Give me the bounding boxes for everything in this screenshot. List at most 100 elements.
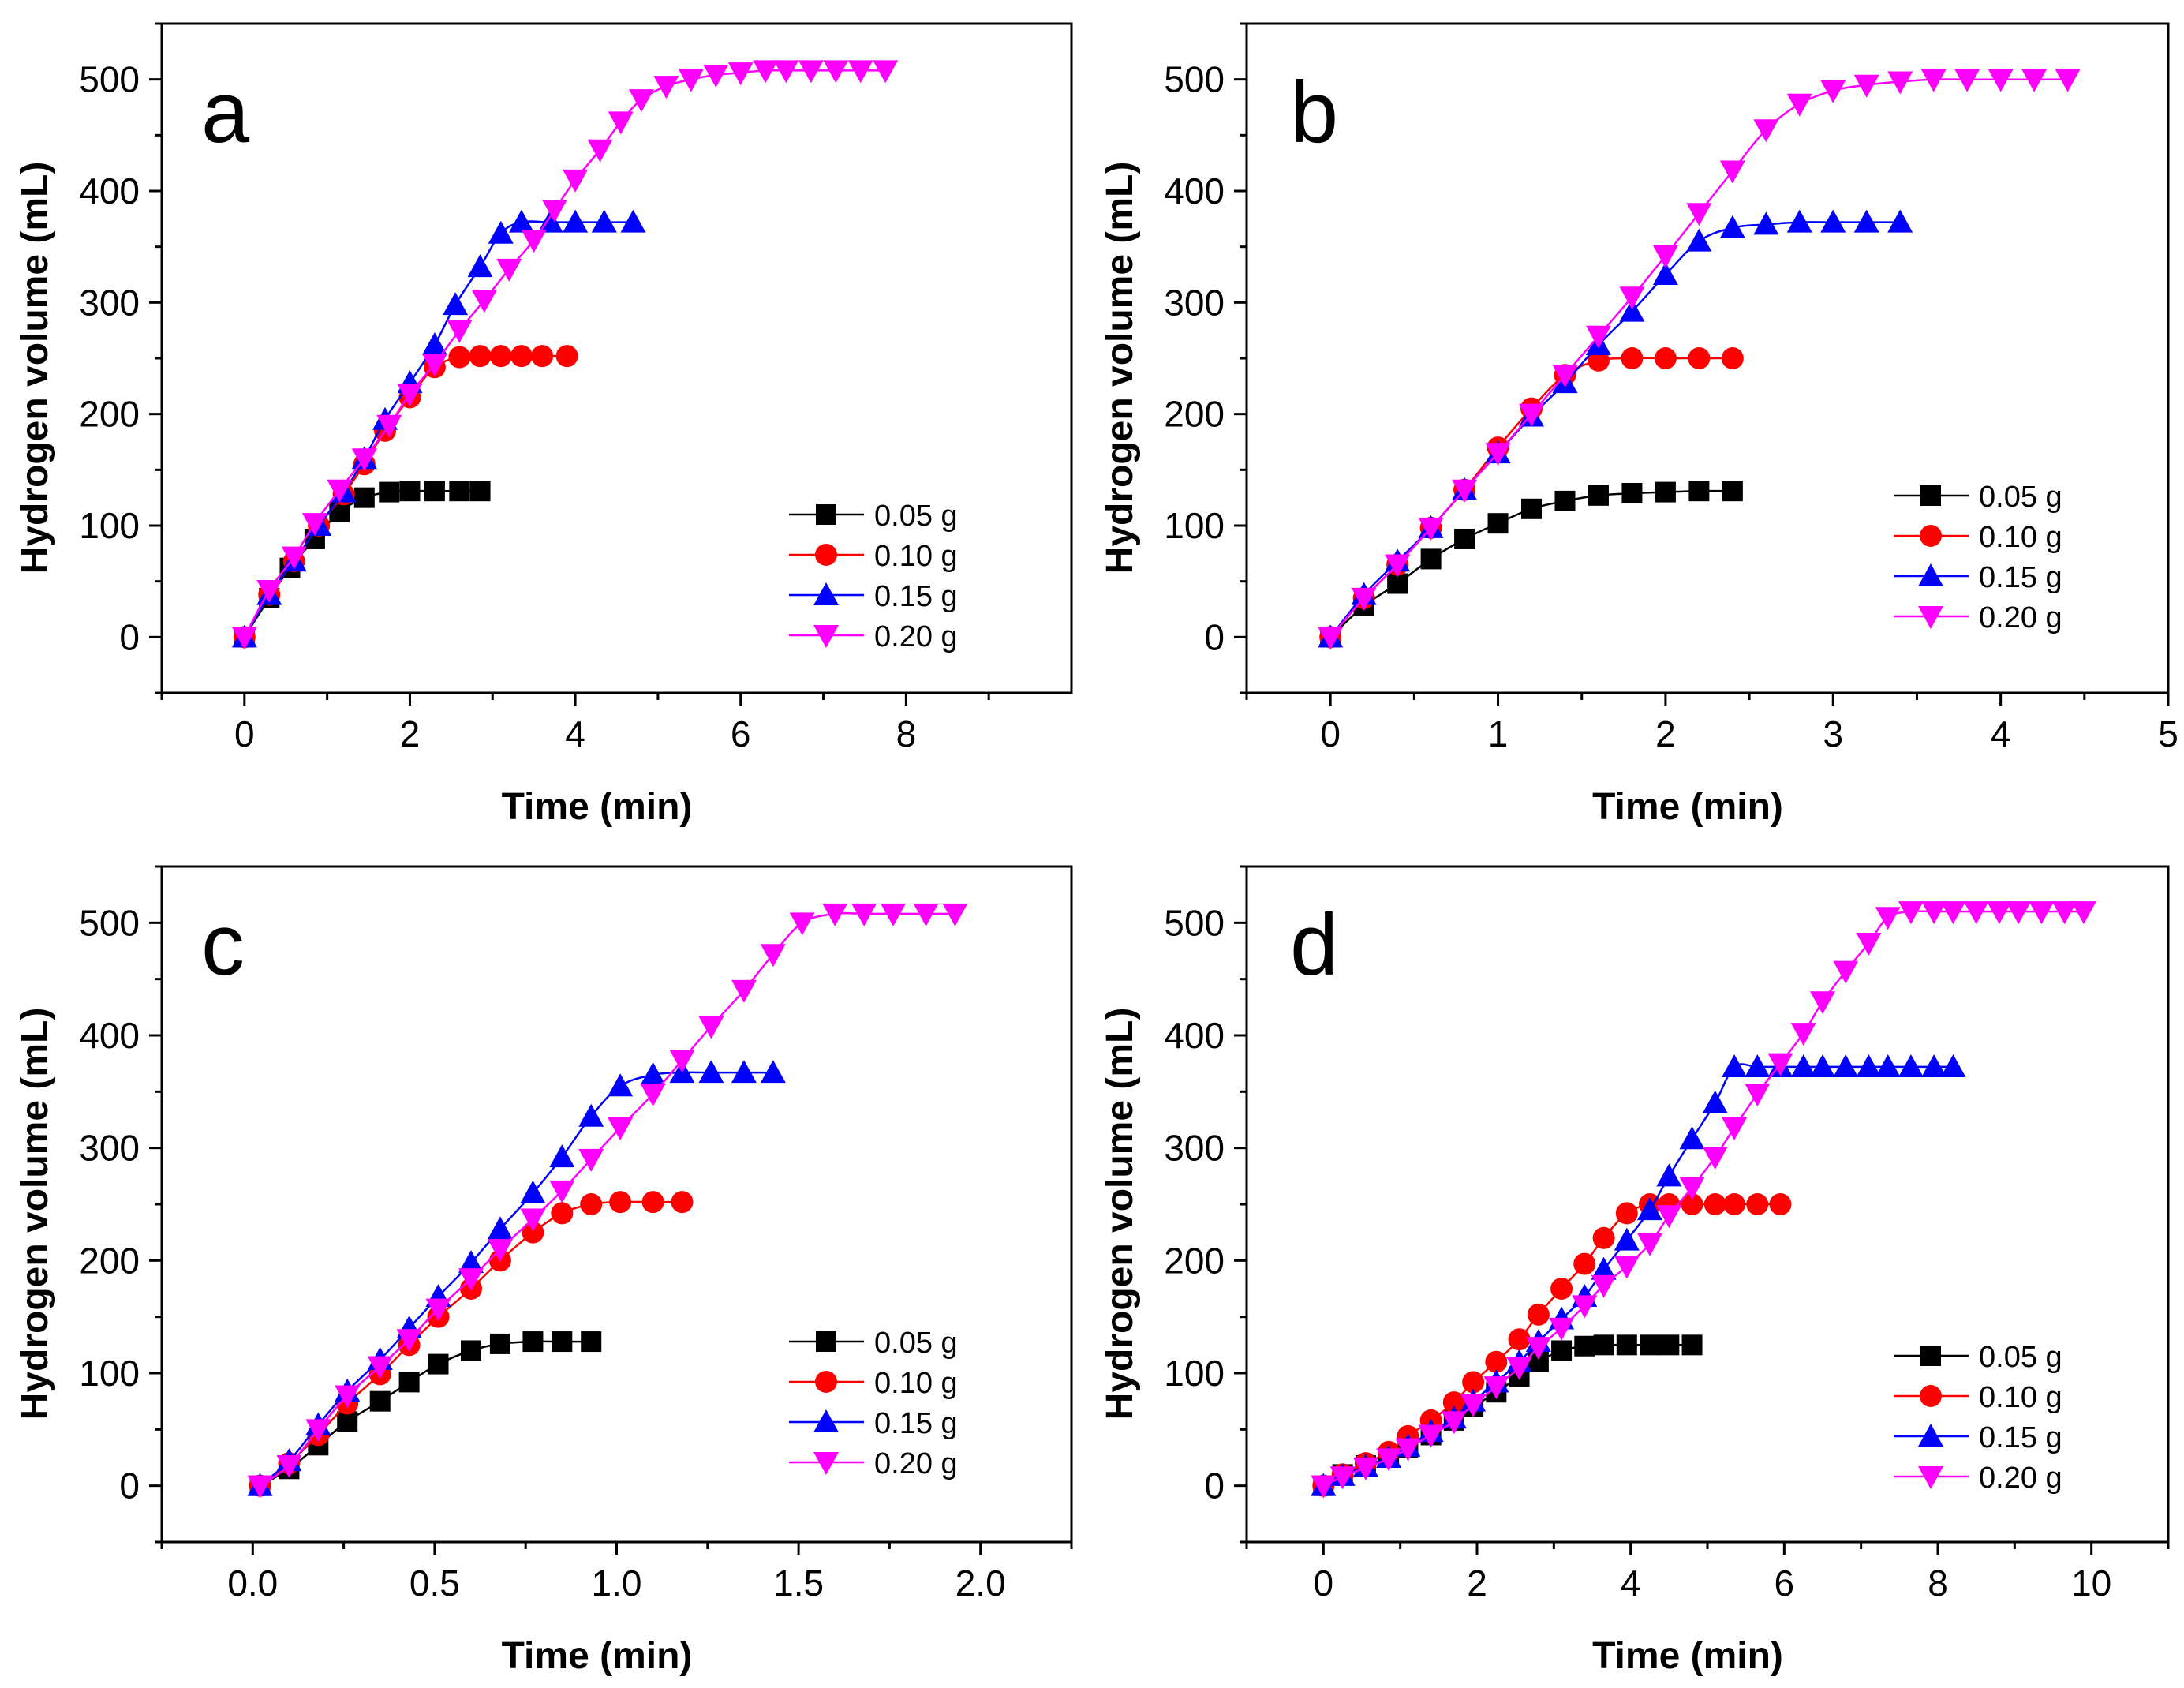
legend-marker [1920,1385,1942,1407]
data-point [1853,209,1879,233]
data-point [369,1390,391,1412]
legend-marker [816,504,836,525]
data-point [1875,907,1901,930]
y-tick-label: 100 [79,505,140,546]
legend-marker [1918,563,1943,586]
data-point [1527,1303,1550,1326]
data-point [578,1148,604,1172]
data-point [678,69,704,92]
data-point [1679,1126,1705,1150]
data-point [1521,498,1543,519]
data-point [351,448,377,472]
data-point [1790,1054,1816,1077]
legend-marker [1920,1346,1941,1366]
data-point [563,169,589,193]
data-point [2029,901,2055,925]
data-point [1898,1054,1924,1077]
data-point [549,1180,575,1203]
data-point [640,1084,666,1107]
data-point [1593,1334,1614,1356]
data-point [1810,991,1835,1015]
data-point [335,1385,361,1409]
data-point [1722,1117,1748,1140]
data-point [353,487,375,508]
data-point [281,546,307,570]
y-tick-label: 300 [1164,282,1225,323]
data-point [1418,517,1444,541]
data-point [447,320,473,343]
data-point [522,1331,544,1353]
x-tick-label: 0 [234,713,255,754]
series-line [243,69,886,638]
data-point [1506,1357,1532,1380]
data-point [2006,901,2032,925]
data-point [1719,215,1745,238]
x-tick-label: 4 [1991,713,2011,754]
data-point [1654,347,1677,369]
y-axis-title: Hydrogen volume (mL) [1099,1008,1141,1420]
data-point [1790,1023,1816,1046]
data-point [1753,119,1779,143]
y-tick-label: 300 [1164,1128,1225,1169]
data-point [698,1060,724,1084]
y-tick-label: 0 [119,616,140,657]
data-point [641,1191,664,1214]
data-point [1853,74,1879,98]
data-point [552,1331,573,1353]
data-point [1441,1411,1467,1435]
data-point [1820,209,1846,233]
legend-marker [1920,525,1942,547]
series-3 [247,903,968,1499]
series-line [1322,910,2084,1487]
y-tick-label: 400 [1164,1015,1225,1056]
legend-label: 0.10 g [874,1367,958,1400]
y-tick-label: 0 [119,1465,140,1506]
data-point [1719,160,1745,184]
data-point [510,345,533,368]
series-2 [231,209,646,648]
data-point [1420,548,1442,570]
legend-label: 0.05 g [874,1327,958,1360]
data-point [1856,1054,1882,1077]
legend-marker [1918,606,1943,629]
x-tick-label: 2 [1655,713,1676,754]
x-tick-label: 0 [1314,1563,1334,1604]
y-tick-label: 100 [1164,505,1225,546]
data-point [449,481,470,502]
data-point [1554,490,1576,511]
legend-marker [1918,1466,1943,1489]
data-point [913,903,939,926]
data-point [1616,1334,1637,1356]
data-point [461,1340,482,1361]
data-point [520,1208,546,1232]
data-point [727,62,754,86]
data-point [587,139,613,163]
x-tick-label: 6 [731,713,751,754]
data-point [1753,211,1779,235]
data-point [428,1353,449,1375]
data-point [798,60,824,84]
data-point [1745,1054,1771,1077]
x-tick-label: 2.0 [956,1563,1006,1604]
data-point [2070,901,2096,925]
y-axis-title: Hydrogen volume (mL) [1099,162,1141,575]
legend-marker [816,1331,836,1352]
series-3 [1318,69,2081,650]
data-point [276,1454,302,1478]
data-point [942,903,968,926]
data-point [1385,554,1411,578]
data-point [487,1239,513,1263]
data-point [1551,1340,1573,1361]
data-point [1525,1337,1551,1361]
y-tick-label: 500 [1164,902,1225,943]
data-point [1921,1054,1947,1077]
legend-label: 0.20 g [1979,601,2062,634]
data-point [1552,365,1578,388]
legend-label: 0.15 g [874,580,958,613]
data-point [1652,245,1678,268]
series-3 [231,60,899,650]
data-point [1655,481,1676,503]
y-tick-label: 200 [79,1240,140,1281]
data-point [397,384,423,407]
